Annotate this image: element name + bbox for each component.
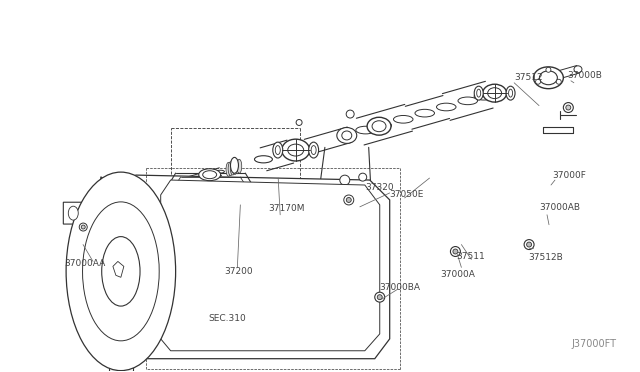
- Text: SEC.310: SEC.310: [209, 314, 246, 324]
- Ellipse shape: [394, 115, 413, 123]
- Polygon shape: [161, 180, 380, 351]
- Text: 37000F: 37000F: [552, 171, 586, 180]
- Ellipse shape: [83, 202, 159, 341]
- Ellipse shape: [308, 142, 319, 158]
- Ellipse shape: [282, 148, 300, 155]
- Ellipse shape: [273, 142, 283, 158]
- Ellipse shape: [540, 71, 557, 85]
- Polygon shape: [126, 175, 390, 359]
- Text: 37000AA: 37000AA: [64, 259, 106, 268]
- Ellipse shape: [228, 162, 233, 176]
- Ellipse shape: [232, 160, 237, 174]
- Ellipse shape: [237, 159, 242, 173]
- Circle shape: [563, 103, 573, 112]
- Ellipse shape: [415, 109, 435, 117]
- Ellipse shape: [275, 145, 280, 154]
- Ellipse shape: [203, 171, 217, 179]
- Text: 37000BA: 37000BA: [380, 283, 420, 292]
- Circle shape: [546, 67, 551, 72]
- Ellipse shape: [509, 89, 513, 97]
- Circle shape: [536, 79, 541, 84]
- Circle shape: [451, 247, 460, 256]
- Ellipse shape: [311, 145, 316, 154]
- Text: 37000B: 37000B: [567, 71, 602, 80]
- Ellipse shape: [255, 156, 273, 163]
- Circle shape: [340, 175, 350, 185]
- Ellipse shape: [483, 84, 507, 102]
- Ellipse shape: [372, 122, 392, 129]
- Circle shape: [296, 119, 302, 125]
- Ellipse shape: [216, 170, 225, 173]
- Ellipse shape: [282, 139, 310, 161]
- Ellipse shape: [77, 210, 84, 213]
- Circle shape: [453, 249, 458, 254]
- Ellipse shape: [367, 117, 391, 135]
- Circle shape: [346, 198, 351, 202]
- Text: 37512: 37512: [514, 73, 543, 82]
- Ellipse shape: [68, 206, 78, 220]
- Ellipse shape: [337, 128, 356, 143]
- Circle shape: [81, 225, 85, 229]
- Circle shape: [359, 173, 367, 181]
- Text: 37511: 37511: [456, 252, 485, 261]
- Circle shape: [524, 240, 534, 250]
- Circle shape: [566, 105, 571, 110]
- Polygon shape: [63, 202, 87, 224]
- Text: 37050E: 37050E: [390, 190, 424, 199]
- Ellipse shape: [458, 97, 477, 105]
- Ellipse shape: [372, 121, 386, 132]
- Ellipse shape: [66, 172, 175, 371]
- Circle shape: [344, 195, 354, 205]
- Ellipse shape: [102, 237, 140, 306]
- Ellipse shape: [506, 86, 515, 100]
- Text: J37000FT: J37000FT: [572, 339, 617, 349]
- Circle shape: [377, 295, 382, 299]
- Ellipse shape: [574, 66, 582, 73]
- Ellipse shape: [199, 169, 221, 181]
- Ellipse shape: [534, 67, 563, 89]
- Circle shape: [527, 242, 532, 247]
- Ellipse shape: [356, 126, 375, 134]
- Text: 37320: 37320: [365, 183, 394, 192]
- Text: 37000AB: 37000AB: [539, 203, 580, 212]
- Circle shape: [375, 292, 385, 302]
- Ellipse shape: [288, 144, 303, 156]
- Ellipse shape: [474, 92, 493, 100]
- Ellipse shape: [342, 131, 352, 140]
- Ellipse shape: [474, 86, 483, 100]
- Polygon shape: [113, 262, 124, 277]
- Ellipse shape: [230, 161, 236, 175]
- Ellipse shape: [488, 88, 502, 99]
- Circle shape: [346, 110, 354, 118]
- Text: 37512B: 37512B: [528, 253, 563, 262]
- Ellipse shape: [235, 160, 239, 174]
- Text: 37000A: 37000A: [440, 270, 476, 279]
- Ellipse shape: [230, 157, 239, 173]
- Ellipse shape: [477, 89, 481, 97]
- Text: 37170M: 37170M: [268, 204, 305, 213]
- Circle shape: [556, 79, 561, 84]
- Ellipse shape: [436, 103, 456, 111]
- Circle shape: [79, 223, 87, 231]
- Ellipse shape: [226, 162, 231, 176]
- Text: 37200: 37200: [225, 267, 253, 276]
